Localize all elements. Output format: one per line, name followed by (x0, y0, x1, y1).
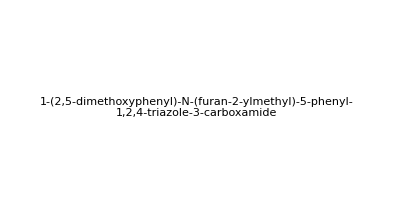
Text: 1-(2,5-dimethoxyphenyl)-N-(furan-2-ylmethyl)-5-phenyl-
1,2,4-triazole-3-carboxam: 1-(2,5-dimethoxyphenyl)-N-(furan-2-ylmet… (40, 97, 354, 118)
